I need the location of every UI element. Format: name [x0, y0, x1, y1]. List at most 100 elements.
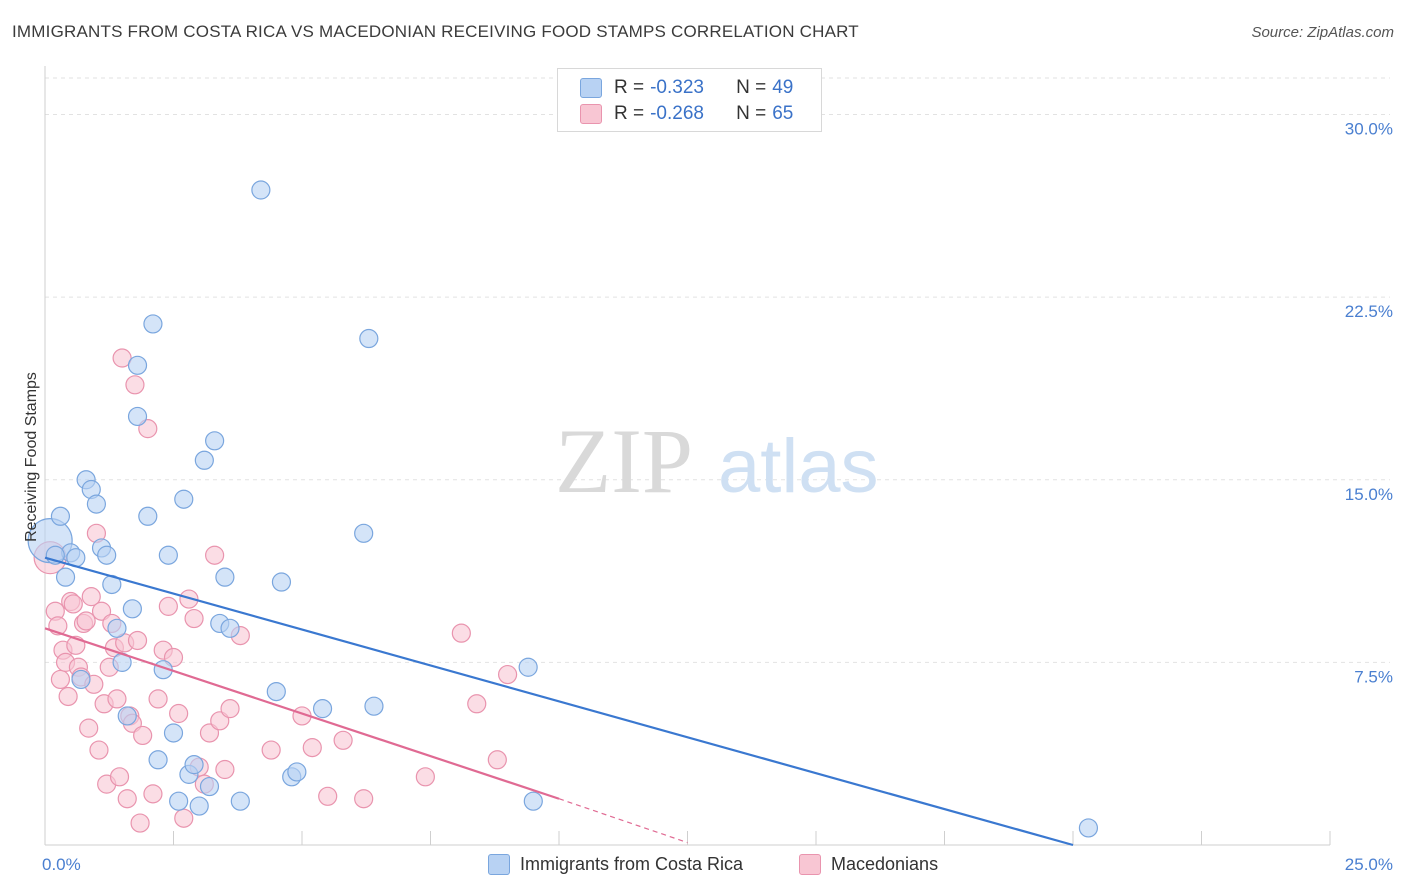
trend-line-costa-rica [44, 556, 1074, 847]
costa-rica-point [1078, 818, 1099, 838]
costa-rica-point [117, 706, 137, 726]
costa-rica-point [163, 723, 184, 743]
macedonian-point [199, 723, 220, 743]
macedonian-point [220, 699, 240, 719]
legend-r-label: R = [614, 103, 645, 124]
costa-rica-point [158, 545, 178, 565]
macedonian-point [333, 730, 353, 750]
watermark-atlas: atlas [718, 424, 879, 509]
costa-rica-point [169, 791, 189, 811]
macedonian-point [184, 608, 204, 629]
costa-rica-point [354, 523, 374, 543]
costa-rica-point [194, 450, 214, 470]
costa-rica-point [71, 669, 91, 690]
costa-rica-point [199, 776, 220, 797]
macedonian-point [205, 545, 225, 565]
series-macedonians [33, 348, 518, 833]
macedonian-point [91, 601, 112, 621]
macedonian-point [318, 786, 338, 806]
costa-rica-point [266, 681, 286, 702]
macedonian-point [81, 587, 101, 607]
costa-rica-point [138, 506, 158, 526]
macedonian-point [467, 694, 487, 714]
legend: R = -0.323 N = 49 R = -0.268 N = 65 [557, 68, 822, 132]
bottom-legend-swatch-blue [488, 853, 510, 875]
macedonian-point [174, 808, 194, 828]
watermark: ZIP atlas [555, 410, 879, 512]
costa-rica-point [55, 567, 76, 587]
tick-labels: 7.5% 15.0% 22.5% 30.0% 0.0% 25.0% [42, 120, 1393, 874]
costa-rica-point [107, 618, 127, 638]
gridlines [45, 77, 1390, 663]
y-tick-label: 22.5% [1345, 302, 1393, 321]
costa-rica-point [364, 696, 384, 716]
x-tick-label: 0.0% [42, 855, 81, 874]
trend-lines [44, 556, 1074, 847]
macedonian-point [107, 689, 127, 709]
costa-rica-point [143, 314, 163, 334]
macedonian-point [58, 686, 78, 707]
legend-n-value: 65 [772, 103, 794, 124]
axes [44, 66, 1331, 846]
macedonian-point [179, 589, 199, 609]
macedonian-point [354, 789, 374, 809]
costa-rica-point [271, 572, 292, 592]
costa-rica-point [230, 791, 250, 811]
legend-n-label: N = [736, 77, 767, 98]
costa-rica-point [518, 657, 538, 677]
macedonian-point [163, 647, 184, 668]
costa-rica-point [174, 489, 194, 509]
costa-rica-point [86, 494, 107, 514]
legend-n-label: N = [736, 103, 767, 124]
series-costa-rica [27, 180, 1099, 838]
legend-n-value: 49 [772, 77, 794, 98]
legend-swatch-blue [580, 78, 602, 98]
bottom-legend-swatch-pink [799, 853, 821, 875]
macedonian-point [125, 375, 145, 395]
macedonian-point [112, 348, 132, 368]
costa-rica-point [312, 699, 333, 719]
macedonian-point [117, 789, 137, 809]
macedonian-point [415, 767, 435, 787]
costa-rica-point [523, 791, 543, 811]
costa-rica-point [127, 355, 148, 375]
y-axis-title: Receiving Food Stamps [23, 372, 40, 542]
costa-rica-point [205, 431, 225, 451]
macedonian-point [498, 664, 518, 685]
legend-row-costa-rica: R = -0.323 N = 49 [580, 75, 793, 101]
costa-rica-point [359, 328, 379, 349]
costa-rica-point [184, 755, 204, 775]
costa-rica-point [215, 567, 235, 587]
macedonian-point [302, 738, 322, 758]
y-tick-label: 15.0% [1345, 485, 1393, 504]
legend-r-label: R = [614, 77, 645, 98]
macedonian-point [215, 759, 235, 780]
costa-rica-point [50, 506, 71, 526]
costa-rica-point [251, 180, 271, 200]
macedonian-point [143, 784, 163, 804]
macedonian-point [130, 813, 150, 833]
macedonian-point [138, 419, 158, 439]
chart-title: IMMIGRANTS FROM COSTA RICA VS MACEDONIAN… [12, 22, 859, 41]
costa-rica-point [220, 618, 240, 638]
macedonian-point [63, 594, 83, 614]
trend-line-macedonians [44, 627, 560, 800]
costa-rica-point [122, 599, 142, 619]
macedonian-point [261, 740, 281, 760]
y-tick-label: 7.5% [1354, 667, 1393, 686]
legend-r-value: -0.268 [650, 103, 704, 124]
macedonian-point [451, 623, 471, 643]
source-label: Source: ZipAtlas.com [1251, 24, 1394, 41]
macedonian-point [158, 596, 178, 616]
legend-r-value: -0.323 [650, 77, 704, 98]
macedonian-point [89, 740, 109, 760]
macedonian-point [169, 703, 189, 724]
macedonian-point [109, 767, 130, 787]
legend-row-macedonians: R = -0.268 N = 65 [580, 101, 793, 127]
bottom-legend-macedonians: Macedonians [799, 852, 938, 876]
y-tick-label: 30.0% [1345, 120, 1393, 139]
legend-swatch-pink [580, 104, 602, 124]
costa-rica-point [189, 796, 209, 816]
macedonian-point [148, 689, 168, 709]
